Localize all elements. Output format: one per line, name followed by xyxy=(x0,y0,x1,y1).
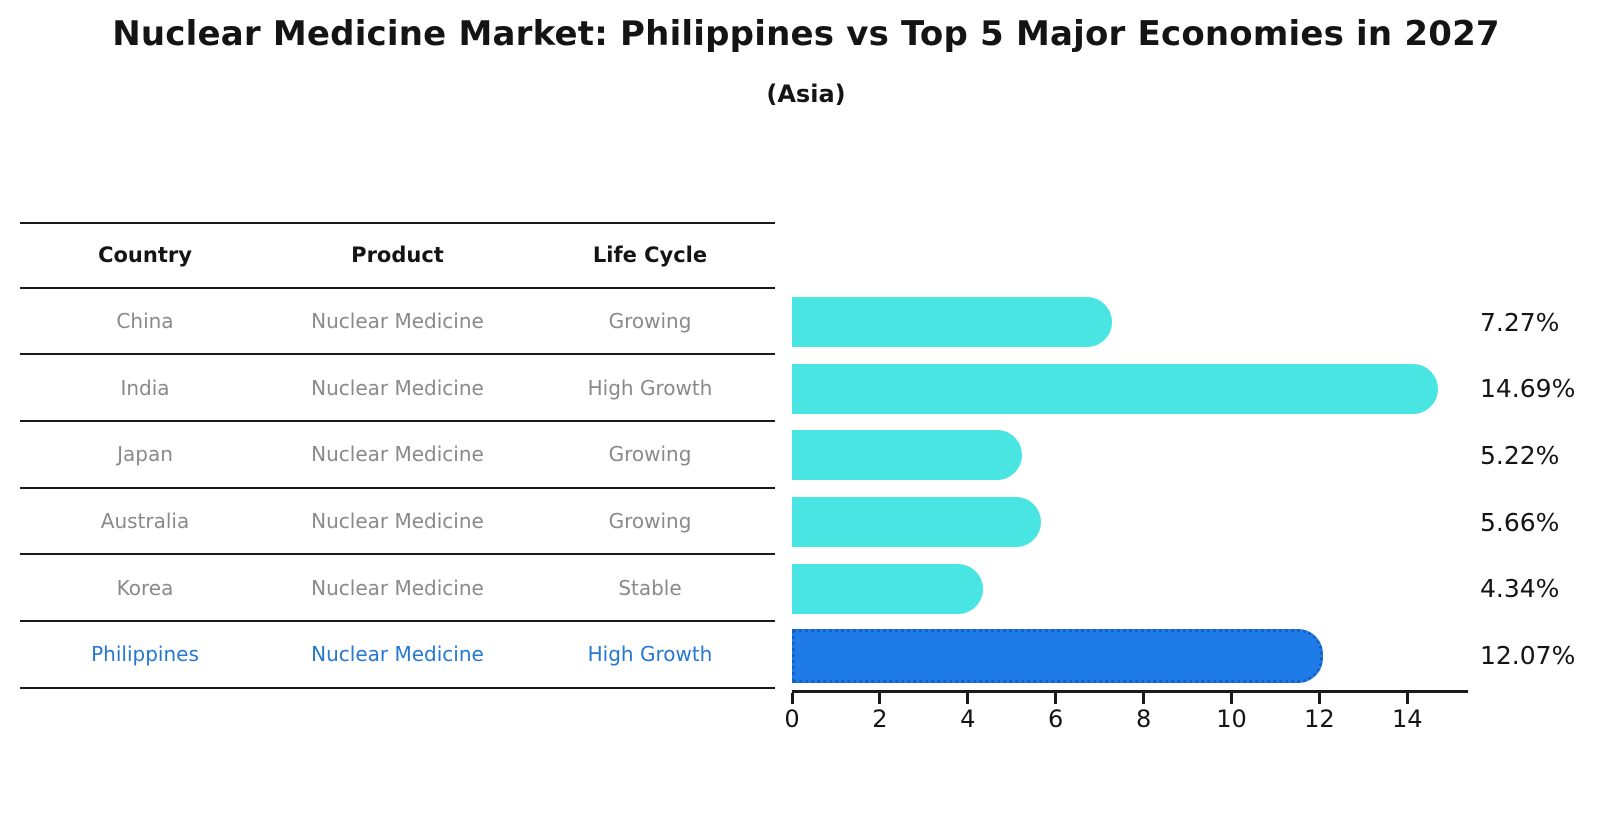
table-row-china: China Nuclear Medicine Growing xyxy=(20,289,775,356)
x-axis-tick-mark xyxy=(966,693,970,704)
cell-life-cycle: Growing xyxy=(608,442,692,467)
x-axis-tick-label: 8 xyxy=(1135,705,1152,733)
x-axis-tick-label: 12 xyxy=(1304,705,1335,733)
cell-country: Philippines xyxy=(91,642,199,667)
cell-country: Australia xyxy=(100,509,190,534)
table-row-japan: Japan Nuclear Medicine Growing xyxy=(20,422,775,489)
x-axis-tick-label: 4 xyxy=(960,705,976,733)
value-label-korea: 4.34% xyxy=(1480,574,1560,604)
cell-product: Nuclear Medicine xyxy=(311,509,484,534)
cell-product: Nuclear Medicine xyxy=(311,442,484,467)
bar-australia xyxy=(792,497,1041,548)
cell-country: Korea xyxy=(116,575,174,600)
value-label-australia: 5.66% xyxy=(1480,507,1560,537)
table-row-philippines: Philippines Nuclear Medicine High Growth xyxy=(20,622,775,689)
x-axis-line xyxy=(792,690,1468,693)
cell-life-cycle: High Growth xyxy=(587,375,713,400)
x-axis-tick-mark xyxy=(1317,693,1321,704)
x-axis-tick-label: 6 xyxy=(1048,705,1064,733)
bar-japan xyxy=(792,430,1022,481)
cell-product: Nuclear Medicine xyxy=(311,642,484,667)
bar-india xyxy=(792,363,1438,414)
chart-title: Nuclear Medicine Market: Philippines vs … xyxy=(112,14,1500,54)
x-axis-tick-mark xyxy=(1142,693,1146,704)
table-header-row: Country Product Life Cycle xyxy=(20,222,775,289)
x-axis-tick-mark xyxy=(790,693,794,704)
country-table: Country Product Life Cycle China Nuclear … xyxy=(20,222,775,689)
cell-life-cycle: High Growth xyxy=(587,642,713,667)
value-label-japan: 5.22% xyxy=(1480,440,1560,470)
x-axis-tick-label: 2 xyxy=(872,705,888,733)
x-axis-tick-label: 0 xyxy=(784,705,800,733)
x-axis-tick-label: 10 xyxy=(1216,705,1247,733)
cell-product: Nuclear Medicine xyxy=(311,575,484,600)
cell-product: Nuclear Medicine xyxy=(311,375,484,400)
column-header-product: Product xyxy=(351,243,444,268)
x-axis-tick-mark xyxy=(1405,693,1409,704)
column-header-country: Country xyxy=(98,243,192,268)
value-label-india: 14.69% xyxy=(1480,374,1576,404)
cell-country: Japan xyxy=(117,442,173,467)
bar-china xyxy=(792,297,1112,348)
chart-subtitle: (Asia) xyxy=(766,80,846,108)
cell-country: China xyxy=(116,309,174,334)
value-label-philippines: 12.07% xyxy=(1480,641,1576,671)
cell-product: Nuclear Medicine xyxy=(311,309,484,334)
table-row-korea: Korea Nuclear Medicine Stable xyxy=(20,555,775,623)
x-axis-tick-label: 14 xyxy=(1392,705,1423,733)
bar-philippines xyxy=(792,628,1323,683)
table-body: China Nuclear Medicine Growing India Nuclear… xyxy=(20,289,775,689)
table-row-australia: Australia Nuclear Medicine Growing xyxy=(20,489,775,556)
column-header-life-cycle: Life Cycle xyxy=(592,243,708,268)
value-label-china: 7.27% xyxy=(1480,307,1560,337)
cell-life-cycle: Stable xyxy=(618,575,682,600)
cell-country: India xyxy=(120,375,170,400)
cell-life-cycle: Growing xyxy=(608,309,692,334)
table-row-india: India Nuclear Medicine High Growth xyxy=(20,355,775,423)
x-axis-tick-mark xyxy=(878,693,882,704)
x-axis-tick-mark xyxy=(1230,693,1233,704)
x-axis-tick-mark xyxy=(1054,693,1058,704)
bar-korea xyxy=(792,563,983,614)
cell-life-cycle: Growing xyxy=(608,509,692,534)
